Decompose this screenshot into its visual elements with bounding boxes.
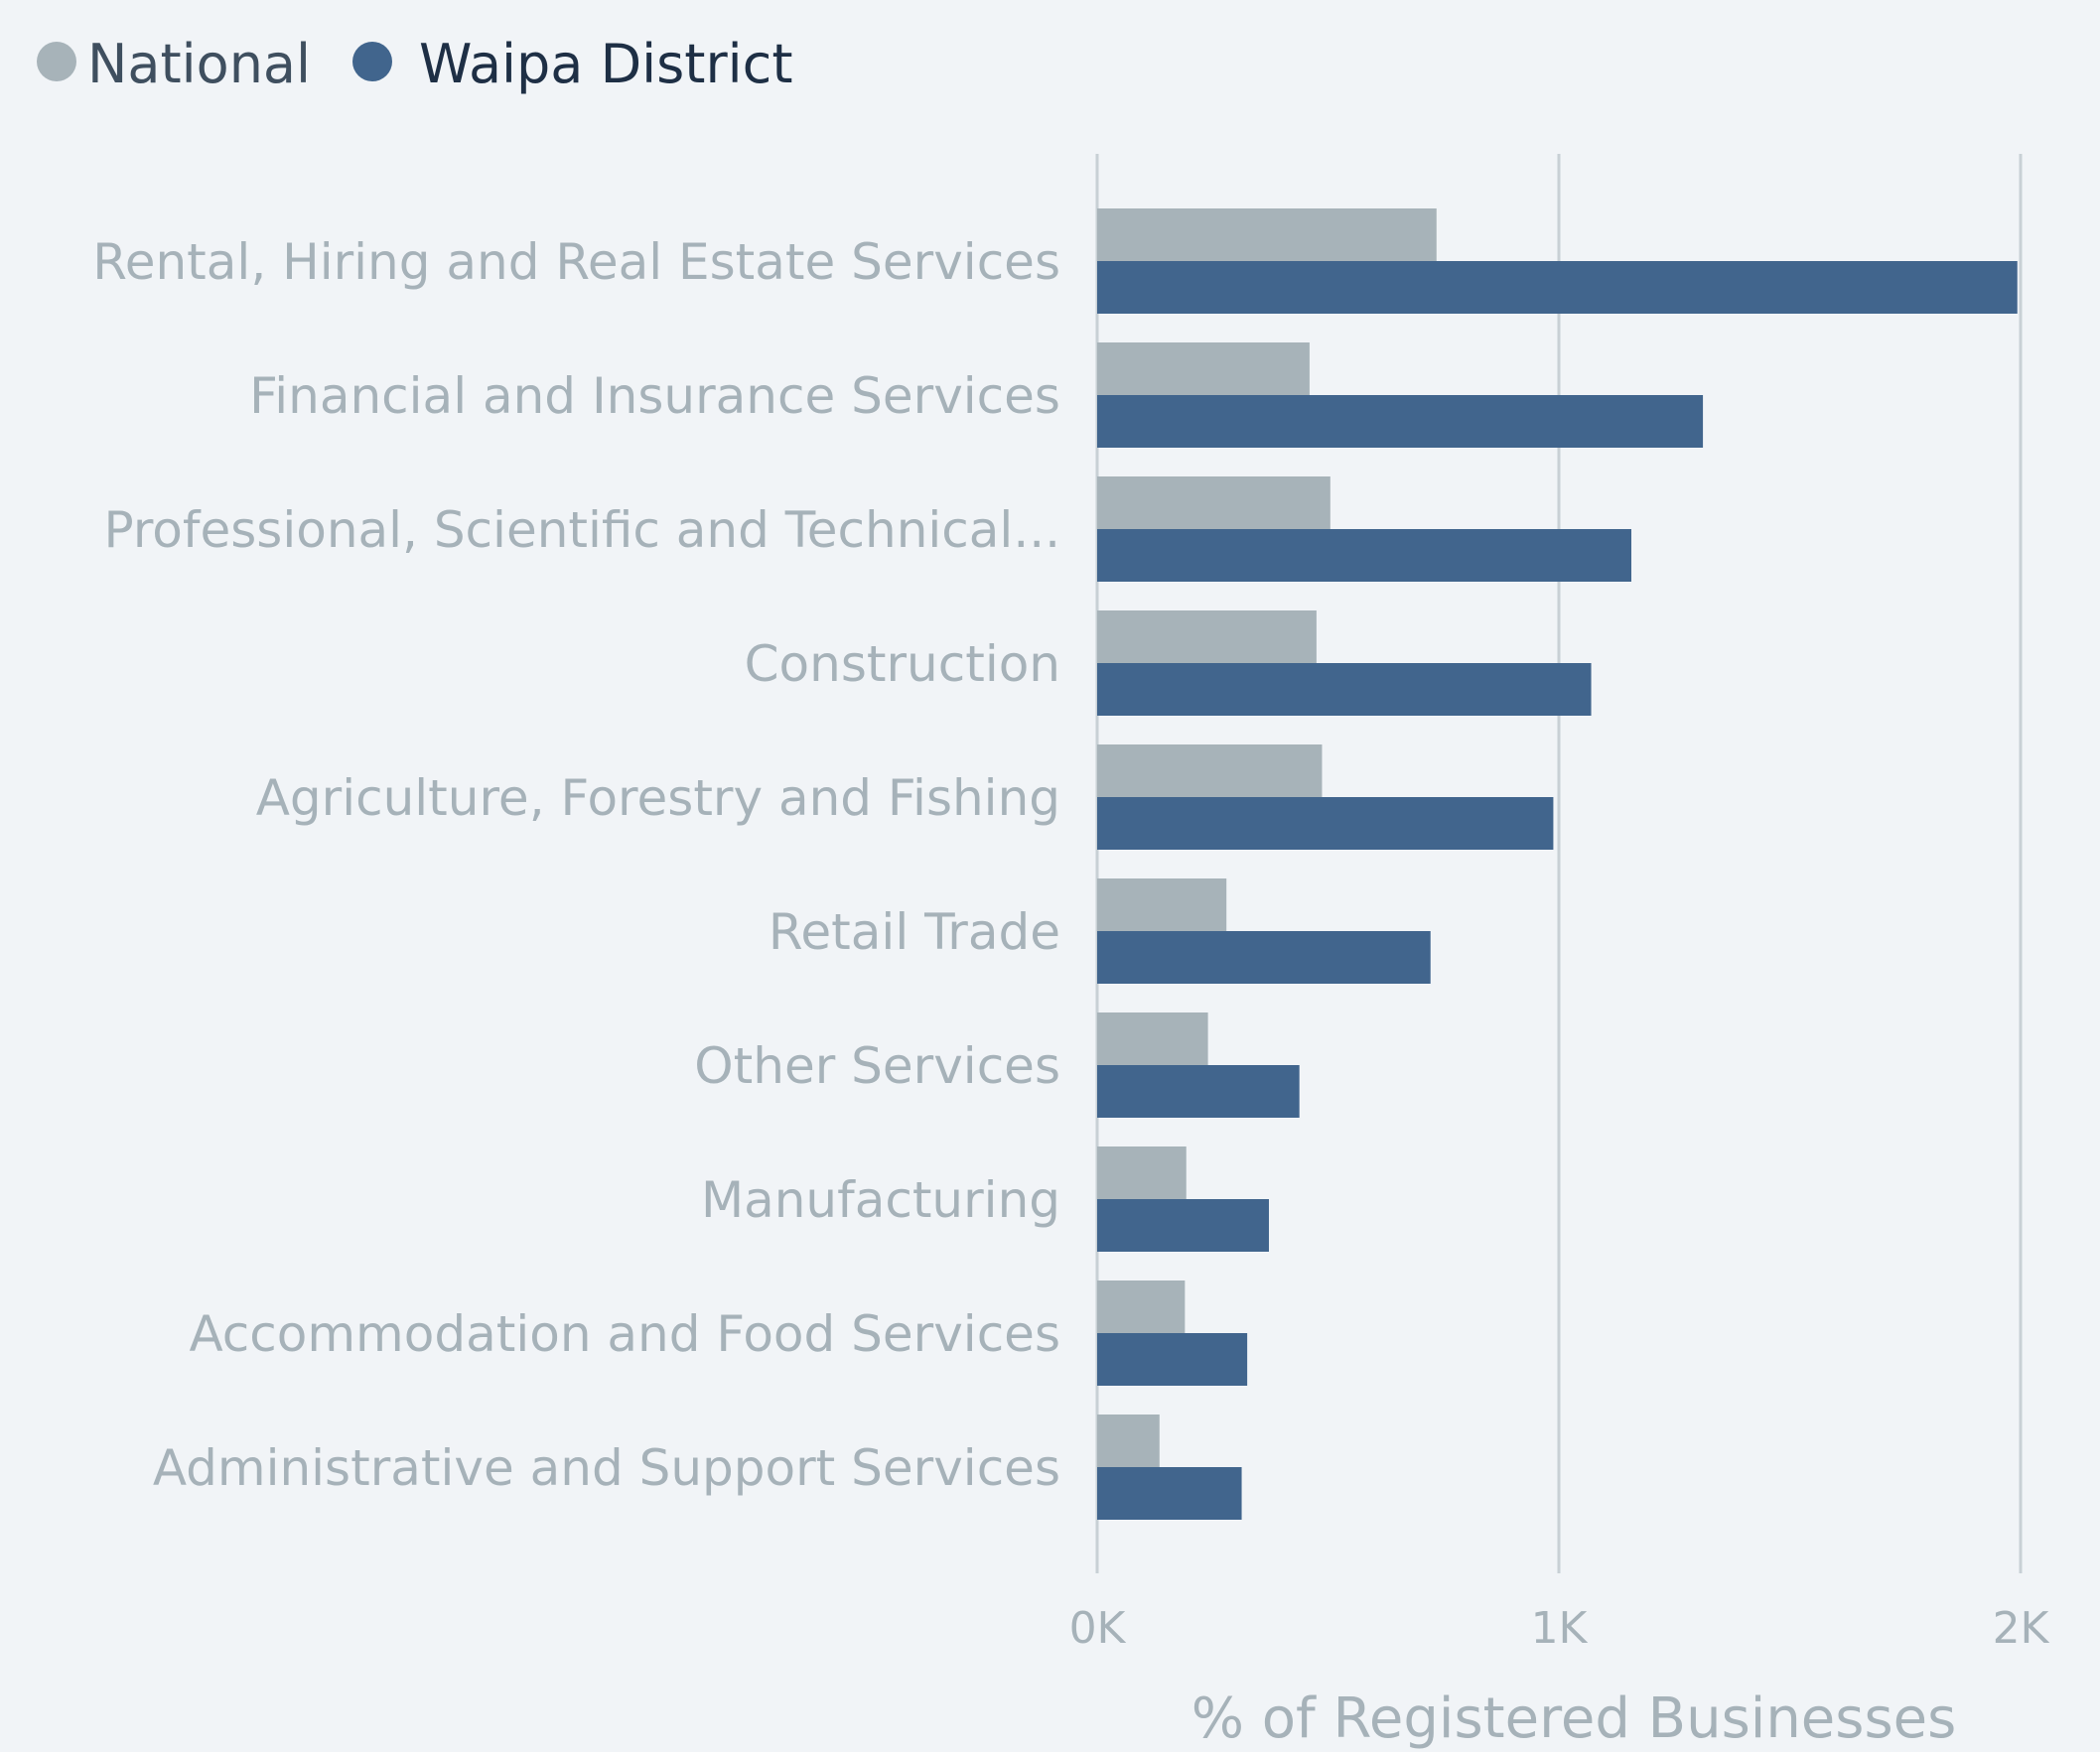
category-label: Manufacturing [701,1171,1060,1229]
bar-national-manufacturing[interactable] [1097,1146,1187,1199]
category-labels: Rental, Hiring and Real Estate Services F… [92,233,1060,1497]
chart-legend: National Waipa District [37,33,793,95]
legend-label-national: National [87,33,311,95]
bar-national-construction[interactable] [1097,610,1317,663]
category-label: Professional, Scientific and Technical..… [104,501,1060,559]
bars [1097,208,2018,1520]
bar-waipa-district-manufacturing[interactable] [1097,1199,1269,1252]
x-tick-label: 1K [1531,1603,1589,1654]
bar-national-other-services[interactable] [1097,1012,1208,1065]
x-tick-label: 0K [1069,1603,1127,1654]
legend-label-waipa-district: Waipa District [419,33,793,95]
bar-national-financial-and-insurance-services[interactable] [1097,342,1310,395]
legend-item-waipa-district[interactable]: Waipa District [352,33,793,95]
bar-waipa-district-agriculture-forestry-and-fishing[interactable] [1097,797,1554,850]
category-label: Financial and Insurance Services [249,367,1060,425]
bar-waipa-district-construction[interactable] [1097,663,1592,716]
x-tick-label: 2K [1993,1603,2050,1654]
x-axis-tick-labels: 0K 1K 2K [1069,1603,2050,1654]
bar-waipa-district-professional-scientific-and-technical[interactable] [1097,529,1632,582]
bar-national-retail-trade[interactable] [1097,878,1227,931]
x-axis-title: % of Registered Businesses [1191,1686,1957,1751]
category-label: Other Services [694,1037,1060,1095]
legend-dot-waipa-district [352,42,392,81]
bar-waipa-district-accommodation-and-food-services[interactable] [1097,1333,1248,1386]
legend-item-national[interactable]: National [37,33,311,95]
bar-waipa-district-financial-and-insurance-services[interactable] [1097,395,1704,448]
category-label: Retail Trade [769,903,1060,961]
category-label: Agriculture, Forestry and Fishing [256,769,1060,827]
bar-national-rental-hiring-and-real-estate-services[interactable] [1097,208,1437,261]
category-label: Rental, Hiring and Real Estate Services [92,233,1060,291]
bar-national-administrative-and-support-services[interactable] [1097,1415,1160,1467]
category-label: Accommodation and Food Services [189,1305,1060,1363]
bar-national-professional-scientific-and-technical[interactable] [1097,476,1330,529]
bar-waipa-district-administrative-and-support-services[interactable] [1097,1467,1242,1520]
bar-waipa-district-rental-hiring-and-real-estate-services[interactable] [1097,261,2018,314]
legend-dot-national [37,42,76,81]
bar-waipa-district-retail-trade[interactable] [1097,931,1431,984]
bar-waipa-district-other-services[interactable] [1097,1065,1300,1118]
bar-national-agriculture-forestry-and-fishing[interactable] [1097,744,1323,797]
category-label: Administrative and Support Services [153,1439,1060,1497]
bar-national-accommodation-and-food-services[interactable] [1097,1280,1186,1333]
category-label: Construction [745,635,1060,693]
